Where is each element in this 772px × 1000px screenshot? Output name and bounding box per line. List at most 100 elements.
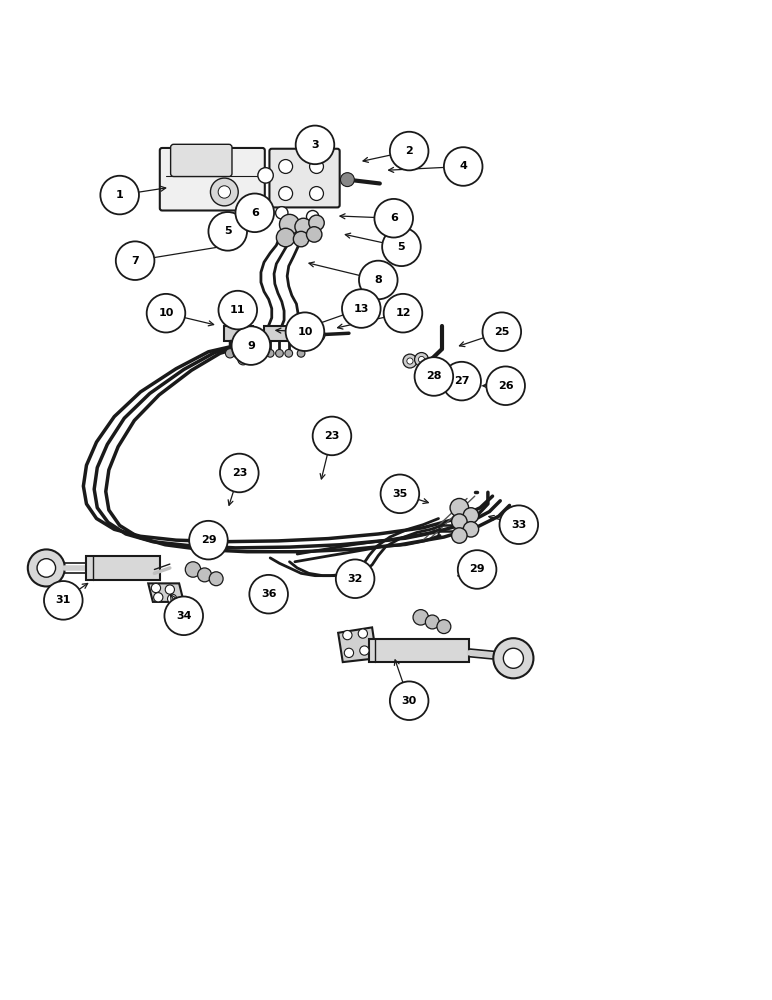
Circle shape bbox=[415, 357, 453, 396]
Circle shape bbox=[220, 454, 259, 492]
Circle shape bbox=[452, 528, 467, 543]
Text: 36: 36 bbox=[261, 589, 276, 599]
Circle shape bbox=[297, 349, 305, 357]
Circle shape bbox=[218, 186, 231, 198]
Circle shape bbox=[463, 522, 479, 537]
Circle shape bbox=[276, 349, 283, 357]
Text: 10: 10 bbox=[158, 308, 174, 318]
Circle shape bbox=[374, 199, 413, 238]
Circle shape bbox=[310, 187, 323, 200]
Text: 10: 10 bbox=[297, 327, 313, 337]
Circle shape bbox=[493, 638, 533, 678]
Circle shape bbox=[100, 176, 139, 214]
Circle shape bbox=[450, 498, 469, 517]
Circle shape bbox=[165, 585, 174, 594]
Circle shape bbox=[44, 581, 83, 620]
Circle shape bbox=[310, 160, 323, 173]
Circle shape bbox=[390, 681, 428, 720]
Text: 8: 8 bbox=[374, 275, 382, 285]
Circle shape bbox=[286, 312, 324, 351]
Circle shape bbox=[164, 596, 203, 635]
Circle shape bbox=[336, 559, 374, 598]
Circle shape bbox=[425, 615, 439, 629]
Circle shape bbox=[311, 328, 325, 342]
Circle shape bbox=[344, 648, 354, 657]
Bar bbox=[86, 556, 160, 580]
Circle shape bbox=[198, 568, 212, 582]
Text: 33: 33 bbox=[511, 520, 527, 530]
Text: 29: 29 bbox=[469, 564, 485, 574]
Circle shape bbox=[360, 646, 369, 655]
Circle shape bbox=[208, 212, 247, 251]
Text: 5: 5 bbox=[224, 226, 232, 236]
Polygon shape bbox=[338, 627, 377, 662]
FancyBboxPatch shape bbox=[171, 144, 232, 177]
Text: 30: 30 bbox=[401, 696, 417, 706]
Text: 31: 31 bbox=[56, 595, 71, 605]
Text: 1: 1 bbox=[116, 190, 124, 200]
Circle shape bbox=[185, 562, 201, 577]
Circle shape bbox=[442, 362, 481, 400]
Circle shape bbox=[390, 132, 428, 170]
Circle shape bbox=[342, 289, 381, 328]
Circle shape bbox=[499, 505, 538, 544]
Circle shape bbox=[358, 629, 367, 638]
Circle shape bbox=[415, 353, 428, 366]
Circle shape bbox=[437, 620, 451, 634]
Circle shape bbox=[232, 326, 270, 365]
Circle shape bbox=[218, 291, 257, 329]
Circle shape bbox=[279, 160, 293, 173]
Circle shape bbox=[295, 218, 312, 235]
Circle shape bbox=[343, 630, 352, 640]
Circle shape bbox=[463, 508, 479, 523]
Text: 12: 12 bbox=[395, 308, 411, 318]
Circle shape bbox=[359, 261, 398, 299]
Circle shape bbox=[486, 366, 525, 405]
Circle shape bbox=[313, 417, 351, 455]
Circle shape bbox=[209, 572, 223, 586]
Circle shape bbox=[28, 549, 65, 586]
Circle shape bbox=[296, 126, 334, 164]
Circle shape bbox=[503, 648, 523, 668]
Circle shape bbox=[168, 594, 177, 603]
Text: 23: 23 bbox=[324, 431, 340, 441]
Circle shape bbox=[418, 356, 425, 363]
Circle shape bbox=[407, 358, 413, 364]
Bar bbox=[264, 326, 310, 341]
Circle shape bbox=[238, 354, 249, 365]
Bar bbox=[369, 639, 469, 662]
Circle shape bbox=[340, 173, 354, 187]
Circle shape bbox=[258, 168, 273, 183]
Text: 27: 27 bbox=[454, 376, 469, 386]
Text: 32: 32 bbox=[347, 574, 363, 584]
Circle shape bbox=[276, 228, 295, 247]
Bar bbox=[224, 326, 253, 341]
Circle shape bbox=[306, 211, 319, 223]
FancyBboxPatch shape bbox=[269, 149, 340, 207]
Text: 25: 25 bbox=[494, 327, 510, 337]
Polygon shape bbox=[148, 583, 184, 602]
Text: 6: 6 bbox=[390, 213, 398, 223]
Text: 23: 23 bbox=[232, 468, 247, 478]
Circle shape bbox=[279, 187, 293, 200]
Circle shape bbox=[458, 550, 496, 589]
Text: 3: 3 bbox=[311, 140, 319, 150]
Text: 26: 26 bbox=[498, 381, 513, 391]
Circle shape bbox=[241, 349, 250, 358]
Circle shape bbox=[444, 147, 482, 186]
Text: 9: 9 bbox=[247, 341, 255, 351]
Circle shape bbox=[225, 349, 235, 358]
Circle shape bbox=[482, 312, 521, 351]
Text: 29: 29 bbox=[201, 535, 216, 545]
Text: 2: 2 bbox=[405, 146, 413, 156]
Circle shape bbox=[189, 521, 228, 559]
Text: 13: 13 bbox=[354, 304, 369, 314]
Circle shape bbox=[116, 241, 154, 280]
Text: 28: 28 bbox=[426, 371, 442, 381]
Circle shape bbox=[309, 215, 324, 231]
Circle shape bbox=[306, 227, 322, 242]
Circle shape bbox=[452, 514, 467, 529]
Circle shape bbox=[233, 349, 242, 358]
Circle shape bbox=[211, 178, 239, 206]
Circle shape bbox=[154, 593, 163, 602]
